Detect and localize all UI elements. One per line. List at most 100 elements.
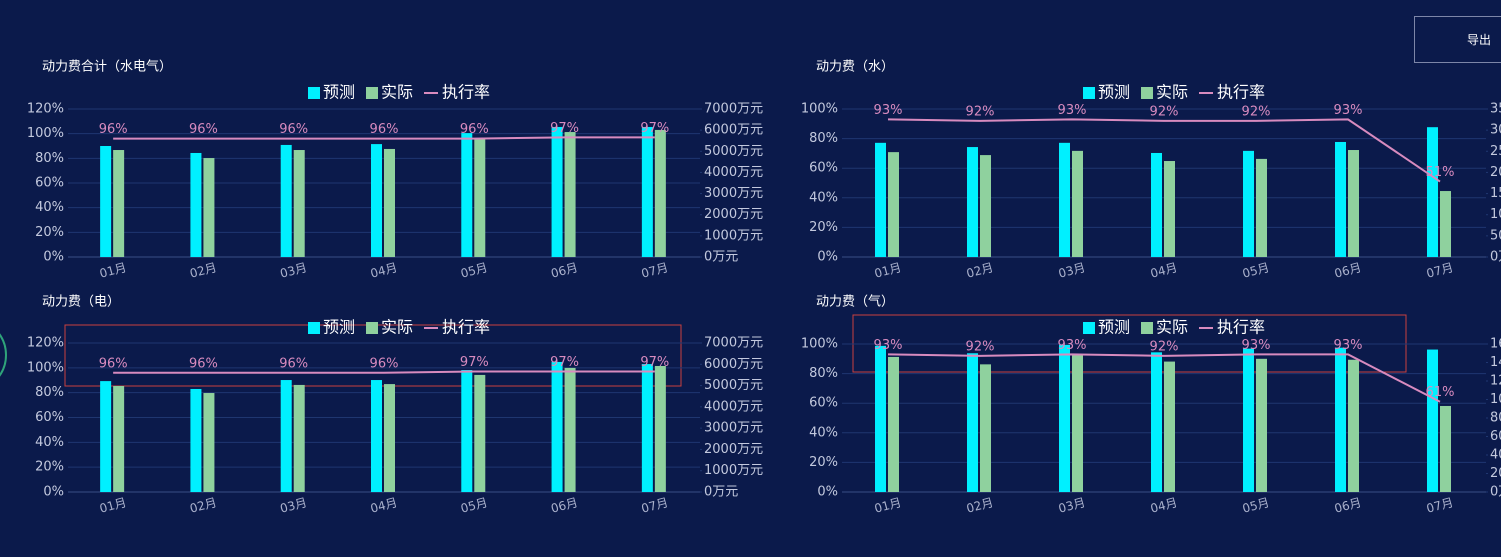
legend-label: 预测 [323, 83, 355, 102]
data-label: 96% [189, 122, 218, 137]
x-tick-label: 05月 [1241, 260, 1271, 281]
legend-label: 执行率 [442, 83, 490, 102]
bar [1243, 150, 1254, 257]
legend-label: 实际 [1156, 83, 1188, 102]
y-tick-label: 40% [35, 435, 64, 450]
y2-tick-label: 160万元 [1490, 337, 1501, 352]
y2-tick-label: 120万元 [1490, 374, 1501, 389]
legend-label: 实际 [381, 318, 413, 337]
data-label: 93% [1334, 103, 1363, 118]
bar [1151, 152, 1162, 257]
bar [280, 144, 292, 257]
y-tick-label: 100% [801, 337, 838, 352]
bar [1427, 349, 1438, 492]
y-tick-label: 80% [35, 151, 64, 166]
y2-tick-label: 1000万元 [704, 463, 763, 478]
y-tick-label: 0% [817, 485, 838, 500]
bar [1059, 344, 1070, 492]
bar [384, 148, 395, 257]
y-tick-label: 20% [35, 225, 64, 240]
y-tick-label: 40% [809, 425, 838, 440]
x-tick-label: 03月 [279, 260, 309, 281]
data-label: 97% [550, 355, 579, 370]
x-tick-label: 06月 [549, 495, 579, 516]
data-label: 96% [99, 356, 128, 371]
data-label: 92% [1150, 339, 1179, 354]
bar [967, 353, 978, 492]
y2-tick-label: 4000万元 [704, 165, 763, 180]
x-tick-label: 02月 [965, 495, 995, 516]
data-label: 61% [1426, 385, 1455, 400]
data-label: 93% [1058, 338, 1087, 353]
x-tick-label: 03月 [1057, 260, 1087, 281]
chart-title: 动力费（气） [816, 294, 894, 310]
bar [1072, 150, 1083, 257]
y2-tick-label: 0万元 [1490, 485, 1501, 500]
y2-tick-label: 2000万元 [704, 207, 763, 222]
bar [1440, 405, 1451, 492]
y2-tick-label: 0万元 [1490, 250, 1501, 265]
y-tick-label: 100% [27, 360, 64, 375]
bar [1243, 348, 1254, 492]
y2-tick-label: 7000万元 [704, 102, 763, 117]
bar [1164, 361, 1175, 492]
data-label: 92% [966, 104, 995, 119]
y-tick-label: 120% [27, 102, 64, 117]
bar [371, 144, 382, 257]
x-tick-label: 07月 [640, 495, 670, 516]
bar [654, 129, 666, 257]
y-tick-label: 80% [809, 366, 838, 381]
bar [474, 374, 486, 492]
x-tick-label: 06月 [549, 260, 579, 281]
x-tick-label: 04月 [1149, 495, 1179, 516]
data-label: 93% [874, 103, 903, 118]
x-tick-label: 01月 [873, 260, 903, 281]
legend-swatch [1141, 87, 1153, 99]
decoration [0, 333, 7, 377]
x-tick-label: 01月 [98, 260, 128, 281]
bar [461, 133, 473, 257]
bar [1151, 352, 1162, 492]
x-tick-label: 06月 [1333, 260, 1363, 281]
legend-swatch [1083, 87, 1095, 99]
chart-title: 动力费合计（水电气） [42, 59, 172, 75]
x-tick-label: 04月 [1149, 260, 1179, 281]
y-tick-label: 40% [35, 200, 64, 215]
x-tick-label: 02月 [965, 260, 995, 281]
bar [113, 150, 125, 257]
data-label: 96% [189, 356, 218, 371]
bar [888, 152, 899, 257]
y2-tick-label: 5000万元 [704, 144, 763, 159]
y-tick-label: 20% [35, 460, 64, 475]
data-label: 97% [640, 121, 669, 136]
export-button[interactable]: 导出 [1414, 16, 1501, 63]
legend-label: 实际 [381, 83, 413, 102]
x-tick-label: 03月 [279, 495, 309, 516]
legend-swatch [366, 87, 378, 99]
bar [564, 132, 576, 257]
bar [1348, 150, 1359, 257]
y2-tick-label: 80万元 [1490, 411, 1501, 426]
y2-tick-label: 50万元 [1490, 228, 1501, 243]
y-tick-label: 80% [809, 131, 838, 146]
y2-tick-label: 7000万元 [704, 336, 763, 351]
bar [1440, 191, 1451, 257]
bar [113, 385, 125, 492]
bar [654, 365, 666, 492]
legend-label: 预测 [1098, 83, 1130, 102]
bar [203, 393, 215, 492]
y2-tick-label: 60万元 [1490, 429, 1501, 444]
x-tick-label: 07月 [640, 260, 670, 281]
data-label: 97% [550, 121, 579, 136]
bar [1256, 158, 1267, 257]
legend-label: 预测 [323, 318, 355, 337]
data-label: 97% [640, 355, 669, 370]
legend-label: 执行率 [1217, 83, 1265, 102]
bar [190, 152, 202, 257]
bar [1335, 347, 1346, 492]
y2-tick-label: 0万元 [704, 250, 738, 265]
y2-tick-label: 3000万元 [704, 186, 763, 201]
y2-tick-label: 3000万元 [704, 421, 763, 436]
x-tick-label: 07月 [1425, 260, 1455, 281]
y2-tick-label: 150万元 [1490, 186, 1501, 201]
